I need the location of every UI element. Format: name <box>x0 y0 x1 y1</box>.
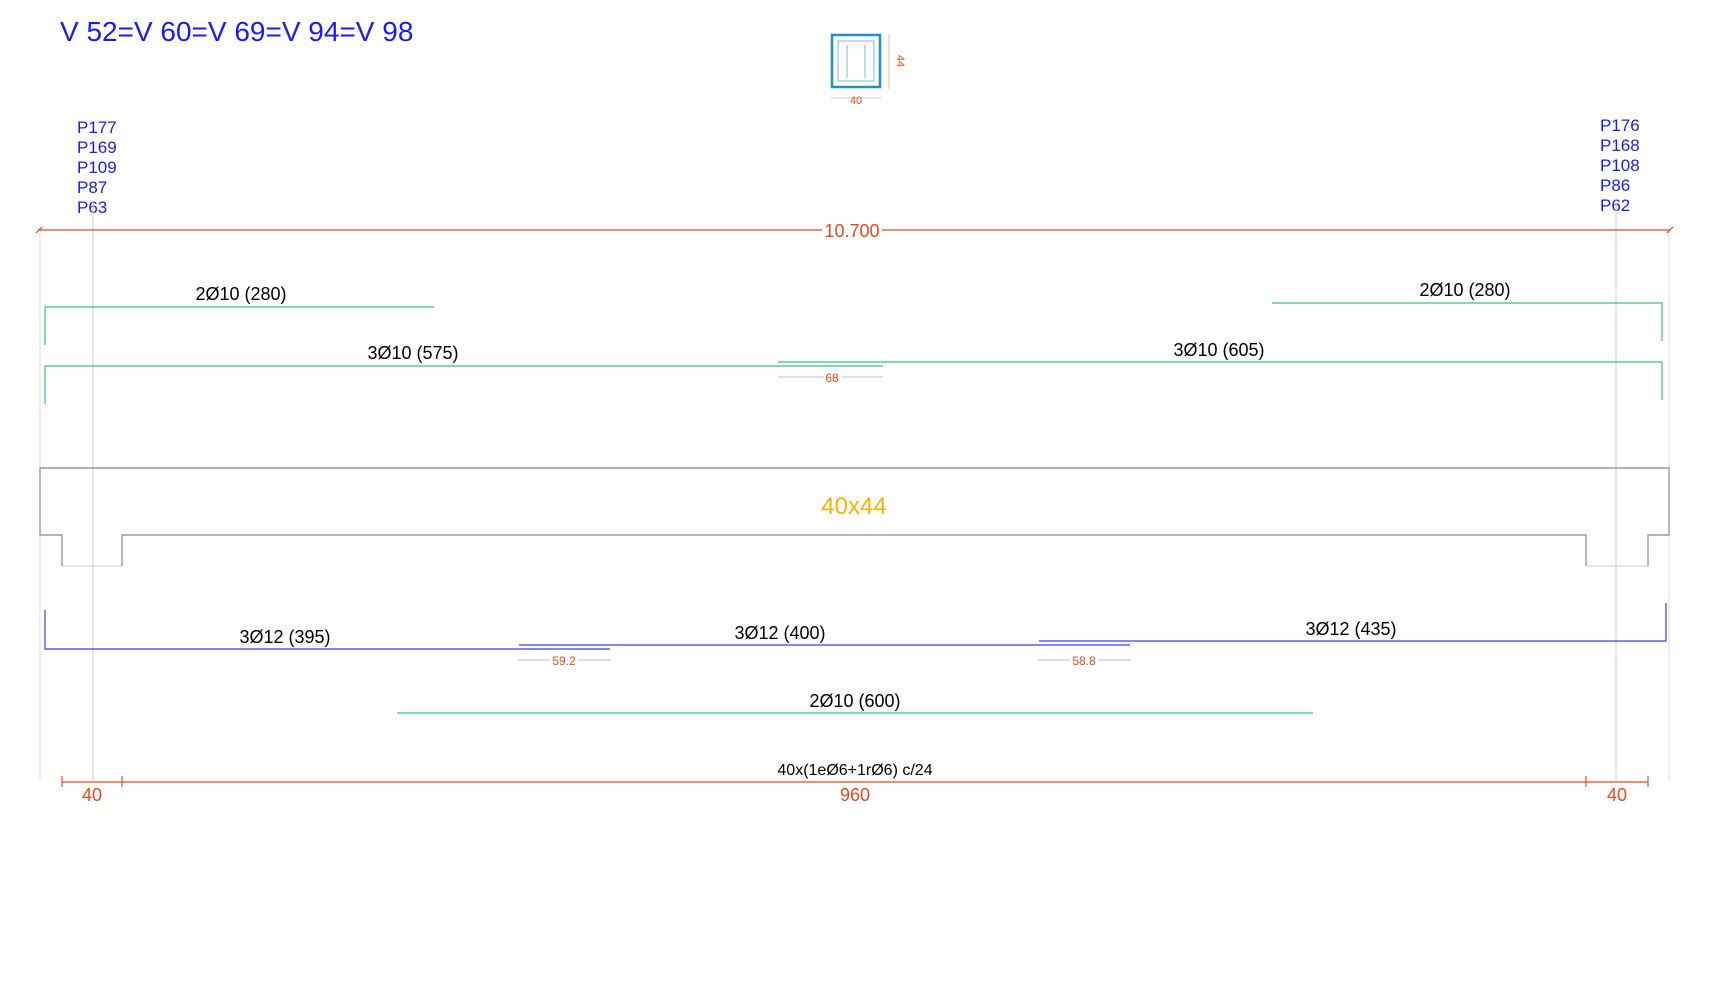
bottom-bar-left: 3Ø12 (395) <box>44 610 610 650</box>
pillar-label: P87 <box>77 178 107 197</box>
top-bar-right-short: 2Ø10 (280) <box>1272 280 1663 341</box>
bar-label: 2Ø10 (280) <box>1419 280 1510 300</box>
bottom-overlap-right-dimension: 58.8 <box>1038 654 1131 668</box>
beam-cross-section-icon: 40 44 <box>830 33 906 107</box>
top-bar-left-short: 2Ø10 (280) <box>44 284 434 345</box>
pillar-label: P169 <box>77 138 117 157</box>
overlap-label: 68 <box>825 371 839 385</box>
pillars-right: P176 P168 P108 P86 P62 <box>1600 116 1640 215</box>
dimension-label: 960 <box>840 785 870 805</box>
overlap-label: 58.8 <box>1072 654 1096 668</box>
section-width-label: 40 <box>850 95 862 107</box>
top-overlap-dimension: 68 <box>778 371 883 385</box>
bottom-bar-extra: 2Ø10 (600) <box>397 691 1313 714</box>
bar-label: 3Ø10 (605) <box>1173 340 1264 360</box>
bottom-bar-right: 3Ø12 (435) <box>1039 603 1667 642</box>
pillar-label: P109 <box>77 158 117 177</box>
top-bar-right-long: 3Ø10 (605) <box>778 340 1663 400</box>
pillar-label: P176 <box>1600 116 1640 135</box>
bottom-dimension: 40 960 40 <box>61 776 1649 805</box>
bar-label: 3Ø10 (575) <box>367 343 458 363</box>
bar-label: 3Ø12 (435) <box>1305 619 1396 639</box>
bar-label: 3Ø12 (395) <box>239 627 330 647</box>
section-height-label: 44 <box>894 55 906 67</box>
beam-title: V 52=V 60=V 69=V 94=V 98 <box>60 16 413 47</box>
pillar-label: P63 <box>77 198 107 217</box>
bar-label: 2Ø10 (600) <box>809 691 900 711</box>
section-label: 40x44 <box>821 493 886 520</box>
bottom-overlap-left-dimension: 59.2 <box>518 654 611 668</box>
pillars-left: P177 P169 P109 P87 P63 <box>77 118 117 217</box>
dimension-label: 40 <box>1607 785 1627 805</box>
total-length-dimension: 10.700 <box>35 221 1674 241</box>
pillar-label: P177 <box>77 118 117 137</box>
total-length-label: 10.700 <box>824 221 879 241</box>
pillar-label: P86 <box>1600 176 1630 195</box>
dimension-label: 40 <box>82 785 102 805</box>
bar-label: 3Ø12 (400) <box>734 623 825 643</box>
pillar-label: P168 <box>1600 136 1640 155</box>
bar-label: 2Ø10 (280) <box>195 284 286 304</box>
pillar-label: P62 <box>1600 196 1630 215</box>
overlap-label: 59.2 <box>552 654 576 668</box>
bottom-bar-middle: 3Ø12 (400) <box>519 623 1130 646</box>
top-bar-left-long: 3Ø10 (575) <box>44 343 883 404</box>
pillar-label: P108 <box>1600 156 1640 175</box>
stirrups-label: 40x(1eØ6+1rØ6) c/24 <box>777 762 932 779</box>
concrete-beam: 40x44 <box>39 467 1670 567</box>
